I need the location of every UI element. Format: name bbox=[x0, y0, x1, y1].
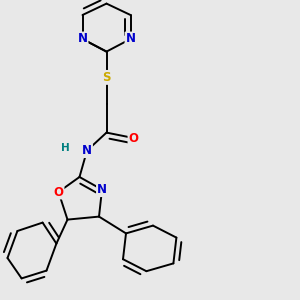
Text: N: N bbox=[125, 32, 136, 46]
Text: N: N bbox=[77, 32, 88, 46]
Text: O: O bbox=[128, 131, 139, 145]
Text: N: N bbox=[82, 144, 92, 157]
Text: S: S bbox=[102, 71, 111, 84]
Text: N: N bbox=[97, 183, 107, 196]
Text: H: H bbox=[61, 142, 70, 153]
Text: O: O bbox=[53, 185, 64, 199]
